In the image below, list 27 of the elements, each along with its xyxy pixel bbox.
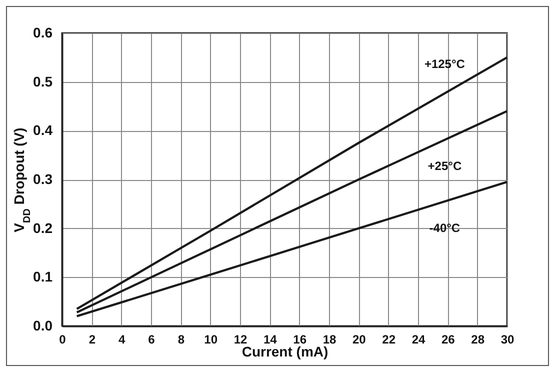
x-tick-label: 12: [234, 332, 248, 346]
y-tick-label: 0.6: [33, 24, 53, 40]
y-tick-label: 0.1: [33, 268, 53, 285]
x-tick-label: 18: [322, 332, 336, 346]
x-tick-label: 30: [500, 332, 514, 346]
series-label: -40°C: [429, 220, 460, 235]
x-tick-label: 10: [204, 332, 218, 346]
y-tick-label: 0.0: [33, 318, 53, 334]
x-axis-title: Current (mA): [242, 344, 328, 360]
y-tick-label: 0.2: [33, 220, 53, 236]
x-tick-label: 14: [263, 332, 278, 346]
x-tick-label: 26: [441, 332, 456, 346]
x-tick-label: 4: [118, 332, 126, 346]
x-tick-label: 28: [471, 332, 485, 346]
y-tick-label: 0.3: [33, 171, 53, 187]
y-tick-label: 0.5: [33, 73, 53, 90]
x-tick-label: 2: [88, 332, 96, 346]
x-tick-label: 24: [412, 332, 426, 346]
x-tick-label: 0: [59, 332, 66, 346]
x-tick-label: 22: [382, 332, 396, 346]
x-tick-label: 16: [293, 332, 307, 346]
x-tick-label: 8: [178, 332, 185, 346]
x-tick-label: 20: [352, 332, 366, 346]
x-tick-label: 6: [148, 332, 156, 346]
series-label: +25°C: [428, 159, 462, 174]
y-tick-label: 0.4: [33, 122, 53, 138]
series-label: +125°C: [424, 57, 466, 72]
